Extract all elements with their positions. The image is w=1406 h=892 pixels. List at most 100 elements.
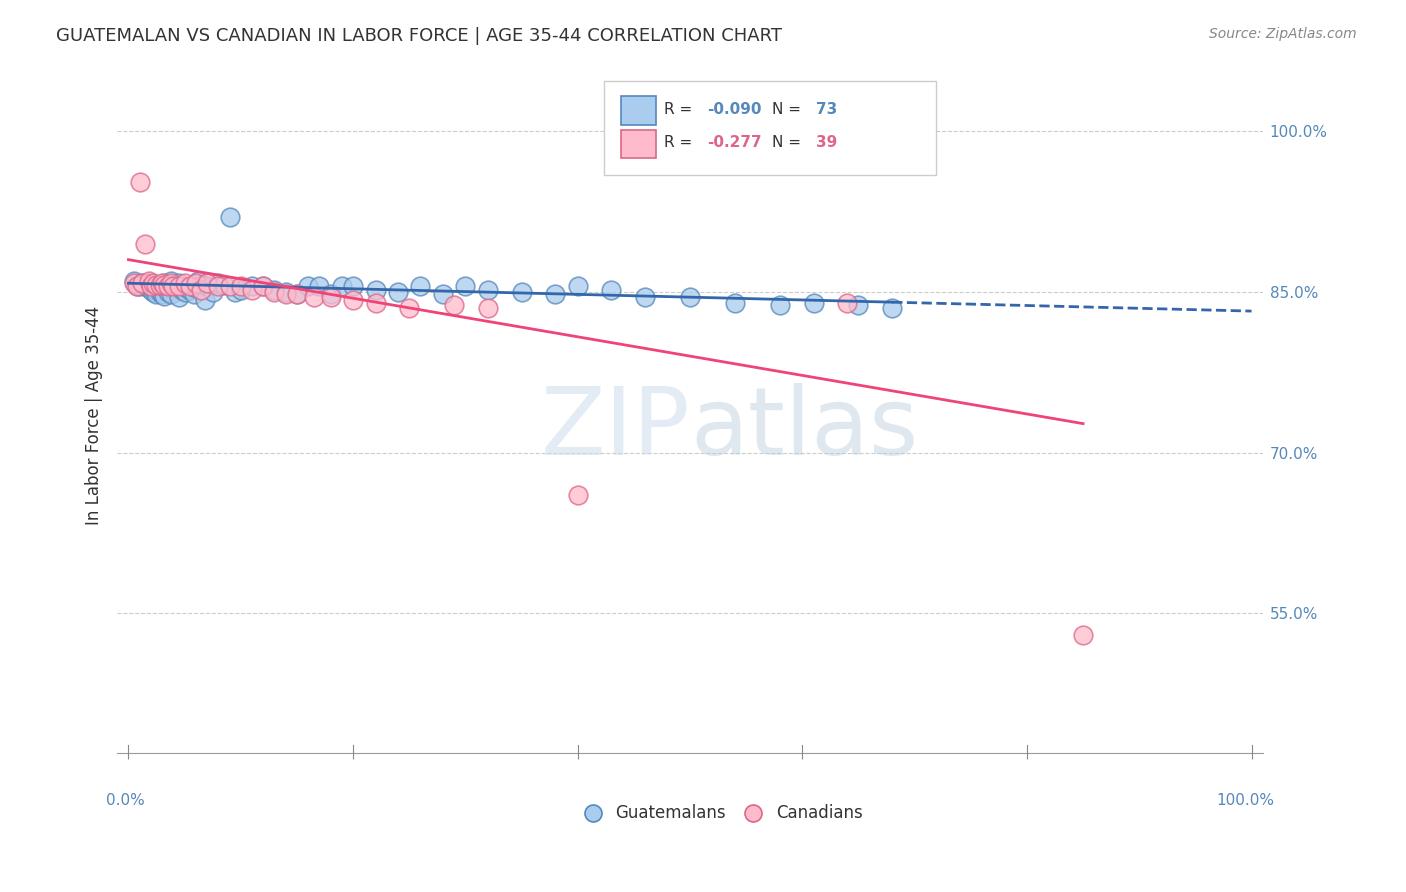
Point	[127, 279, 149, 293]
Point	[122, 274, 145, 288]
Point	[134, 279, 156, 293]
Point	[167, 277, 190, 291]
Point	[263, 283, 285, 297]
Text: R =: R =	[664, 102, 697, 117]
Point	[173, 277, 195, 291]
Point	[398, 301, 420, 315]
Point	[172, 283, 194, 297]
Point	[218, 210, 240, 224]
Point	[600, 283, 623, 297]
Point	[138, 274, 160, 288]
Point	[149, 278, 172, 293]
Point	[190, 278, 212, 293]
Point	[297, 279, 319, 293]
Point	[156, 280, 179, 294]
Text: R =: R =	[664, 136, 697, 151]
Point	[122, 277, 145, 291]
Point	[195, 279, 218, 293]
Point	[142, 277, 165, 291]
Point	[207, 277, 229, 291]
Point	[679, 290, 702, 304]
Point	[229, 283, 252, 297]
Point	[153, 289, 176, 303]
Point	[848, 298, 870, 312]
Text: 39: 39	[815, 136, 837, 151]
Text: 0.0%: 0.0%	[105, 793, 145, 808]
Point	[342, 279, 364, 293]
Point	[190, 283, 212, 297]
Point	[162, 279, 184, 293]
Point	[162, 278, 184, 293]
Y-axis label: In Labor Force | Age 35-44: In Labor Force | Age 35-44	[86, 305, 103, 524]
Point	[173, 285, 195, 299]
Point	[263, 285, 285, 299]
Text: N =: N =	[772, 102, 807, 117]
Point	[634, 290, 657, 304]
Point	[160, 277, 183, 291]
Point	[837, 295, 859, 310]
Text: atlas: atlas	[690, 383, 918, 475]
Point	[454, 279, 477, 293]
Point	[319, 287, 342, 301]
Point	[195, 277, 218, 291]
Point	[477, 301, 499, 315]
Point	[150, 277, 173, 291]
Text: -0.090: -0.090	[707, 102, 762, 117]
FancyBboxPatch shape	[605, 81, 936, 176]
Point	[145, 278, 167, 293]
Point	[149, 278, 172, 293]
Point	[138, 280, 160, 294]
Point	[142, 285, 165, 299]
Point	[201, 285, 224, 299]
Text: -0.277: -0.277	[707, 136, 762, 151]
Point	[432, 287, 454, 301]
Point	[153, 278, 176, 293]
Point	[179, 283, 201, 297]
Text: GUATEMALAN VS CANADIAN IN LABOR FORCE | AGE 35-44 CORRELATION CHART: GUATEMALAN VS CANADIAN IN LABOR FORCE | …	[56, 27, 782, 45]
Point	[544, 287, 567, 301]
Point	[184, 280, 207, 294]
Point	[724, 295, 747, 310]
Point	[139, 278, 162, 293]
Point	[224, 285, 246, 299]
Point	[128, 279, 150, 293]
Point	[477, 283, 499, 297]
Point	[139, 279, 162, 293]
Point	[308, 279, 330, 293]
Point	[184, 277, 207, 291]
Point	[167, 290, 190, 304]
Point	[156, 285, 179, 299]
Point	[153, 277, 176, 291]
Point	[302, 290, 325, 304]
Point	[156, 279, 179, 293]
Point	[510, 285, 533, 299]
Point	[167, 279, 190, 293]
Point	[319, 290, 342, 304]
Bar	[621, 96, 655, 125]
Point	[160, 274, 183, 288]
Point	[183, 287, 205, 301]
Point	[134, 277, 156, 292]
Point	[139, 283, 162, 297]
Point	[240, 283, 263, 297]
Point	[145, 287, 167, 301]
Point	[150, 287, 173, 301]
Point	[131, 277, 153, 291]
Point	[194, 293, 217, 308]
Point	[342, 293, 364, 308]
Point	[1071, 628, 1094, 642]
Point	[882, 301, 904, 315]
Point	[142, 280, 165, 294]
Point	[240, 279, 263, 293]
Point	[769, 298, 792, 312]
Point	[409, 279, 432, 293]
Point	[134, 236, 156, 251]
Text: ZIP: ZIP	[540, 383, 690, 475]
Point	[274, 287, 297, 301]
Point	[364, 295, 387, 310]
Point	[128, 176, 150, 190]
Text: N =: N =	[772, 136, 807, 151]
Text: Canadians: Canadians	[776, 805, 863, 822]
Point	[212, 278, 235, 293]
Point	[803, 295, 825, 310]
